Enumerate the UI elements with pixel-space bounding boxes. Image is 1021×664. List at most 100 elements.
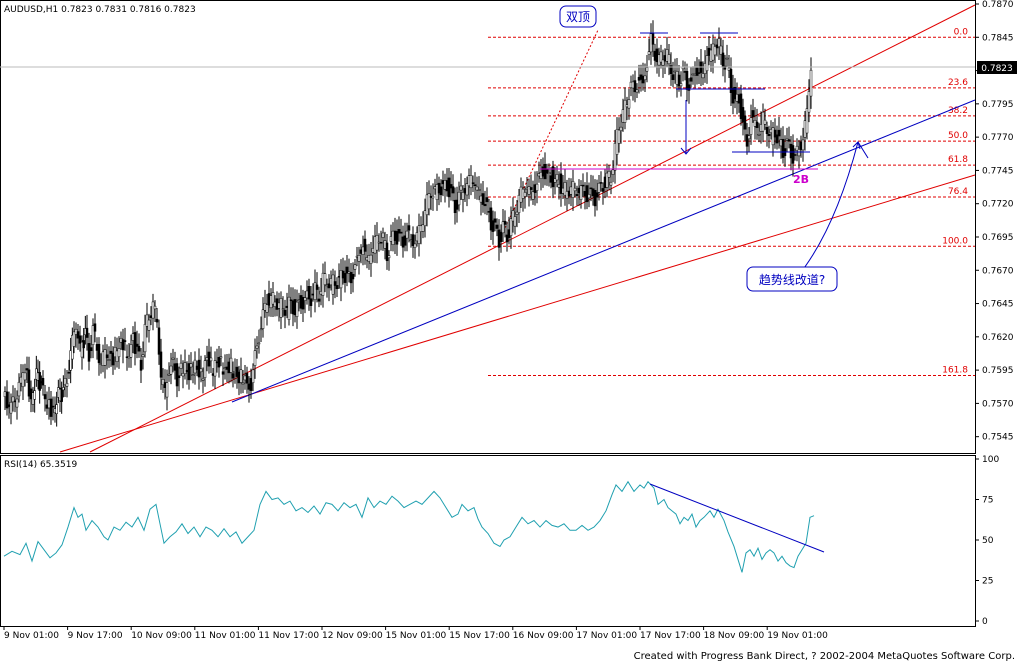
candle-body bbox=[491, 220, 495, 232]
candle-body bbox=[441, 180, 445, 185]
candle-body bbox=[127, 356, 131, 359]
candle-body bbox=[647, 51, 651, 55]
candle-body bbox=[423, 210, 427, 226]
candle-body bbox=[585, 185, 589, 203]
candle-body bbox=[737, 94, 741, 104]
candle-body bbox=[3, 391, 7, 397]
candle-body bbox=[33, 390, 36, 400]
candle-body bbox=[80, 341, 84, 358]
candle-body bbox=[759, 124, 763, 132]
candle-body bbox=[657, 54, 661, 66]
candle-body bbox=[153, 305, 157, 310]
candle-body bbox=[141, 354, 145, 357]
candle-body bbox=[569, 186, 573, 195]
candle-body bbox=[721, 52, 725, 67]
candle-body bbox=[465, 183, 469, 196]
candle-body bbox=[51, 405, 55, 408]
candle-body bbox=[659, 51, 663, 63]
candle-body bbox=[753, 119, 757, 127]
candle-body bbox=[145, 314, 149, 327]
candle-body bbox=[391, 230, 395, 245]
trend-line-blue bbox=[231, 99, 976, 403]
candle-body bbox=[785, 138, 789, 141]
candle-body bbox=[543, 163, 547, 180]
candle-body bbox=[671, 74, 675, 81]
candle-body bbox=[733, 86, 737, 100]
candle-body bbox=[449, 184, 453, 189]
candle-body bbox=[223, 367, 227, 369]
candle-body bbox=[613, 143, 617, 171]
candle-body bbox=[339, 270, 343, 289]
x-tick-label: 11 Nov 01:00 bbox=[195, 631, 256, 641]
candle-body bbox=[731, 87, 735, 104]
candle-body bbox=[193, 359, 197, 374]
candle-body bbox=[773, 129, 777, 138]
candle-body bbox=[62, 387, 65, 391]
candle-body bbox=[173, 363, 177, 371]
candle-body bbox=[43, 394, 47, 400]
candle-body bbox=[269, 295, 273, 309]
candle-body bbox=[247, 383, 251, 390]
candle-body bbox=[197, 359, 201, 378]
candle-body bbox=[509, 218, 513, 236]
candle-body bbox=[777, 129, 781, 137]
candle-body bbox=[687, 84, 691, 91]
x-tick-label: 16 Nov 09:00 bbox=[513, 631, 574, 641]
candle-body bbox=[655, 48, 659, 63]
candle-body bbox=[109, 350, 113, 354]
candle-body bbox=[361, 246, 365, 255]
candle-body bbox=[429, 195, 433, 198]
candle-body bbox=[11, 396, 15, 403]
candle-body bbox=[5, 391, 9, 409]
candle-body bbox=[113, 346, 117, 358]
candle-body bbox=[303, 297, 307, 301]
candle-body bbox=[421, 224, 425, 232]
candle-body bbox=[9, 401, 13, 414]
candle-body bbox=[407, 225, 411, 231]
rsi-grid: 100 75 50 25 0 bbox=[975, 455, 999, 627]
candle-body bbox=[541, 166, 545, 177]
candle-body bbox=[593, 190, 597, 207]
candle-body bbox=[287, 296, 291, 320]
candle-body bbox=[473, 184, 477, 187]
rsi-panel bbox=[0, 455, 976, 627]
candle-body bbox=[71, 334, 74, 360]
candle-body bbox=[611, 169, 615, 175]
candle-body bbox=[729, 68, 733, 93]
candle-body bbox=[807, 91, 811, 113]
candle-body bbox=[263, 302, 267, 311]
candle-body bbox=[379, 242, 383, 244]
candle-body bbox=[727, 67, 731, 71]
candle-body bbox=[105, 354, 109, 359]
candle-body bbox=[751, 110, 755, 118]
candle-body bbox=[155, 318, 159, 323]
candle-body bbox=[55, 404, 58, 414]
candle-body bbox=[527, 186, 531, 195]
candle-body bbox=[85, 327, 89, 338]
candle-body bbox=[123, 340, 127, 342]
candle-body bbox=[279, 298, 283, 318]
fib-level-label: 0.0 bbox=[954, 27, 969, 37]
candle-body bbox=[803, 120, 807, 138]
candle-body bbox=[151, 301, 155, 319]
candle-body bbox=[669, 65, 673, 74]
candle-body bbox=[467, 175, 471, 187]
x-tick-label: 15 Nov 01:00 bbox=[386, 631, 447, 641]
candle-body bbox=[117, 348, 121, 358]
candle-body bbox=[139, 359, 143, 371]
x-tick-label: 9 Nov 17:00 bbox=[68, 631, 123, 641]
candle-body bbox=[487, 211, 491, 213]
candle-body bbox=[307, 285, 311, 300]
candle-body bbox=[259, 328, 263, 331]
candle-body bbox=[177, 375, 181, 379]
candle-body bbox=[101, 351, 105, 366]
candle-body bbox=[707, 47, 711, 56]
candle-body bbox=[519, 186, 523, 203]
candle-body bbox=[275, 298, 279, 310]
candle-body bbox=[72, 331, 76, 347]
candle-body bbox=[789, 143, 793, 159]
double-top-label-box bbox=[559, 5, 597, 28]
x-tick-label: 17 Nov 17:00 bbox=[640, 631, 701, 641]
candle-body bbox=[373, 236, 377, 254]
candle-body bbox=[89, 347, 93, 352]
